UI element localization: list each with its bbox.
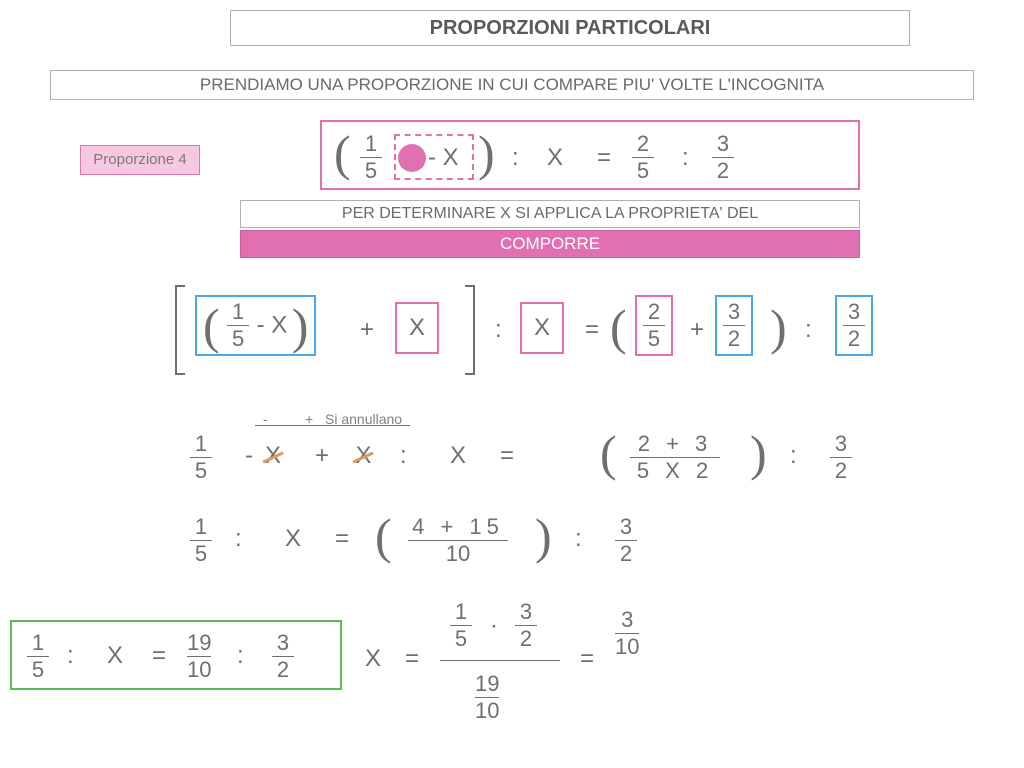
- x-var: X: [547, 144, 563, 172]
- paren-close: ): [770, 302, 787, 352]
- bracket-right: [465, 285, 475, 375]
- pinkbox-2-5: 2 5: [635, 295, 673, 356]
- bluebox-3-2: 3 2: [715, 295, 753, 356]
- bracket-left: [175, 285, 185, 375]
- comporre-label: COMPORRE: [240, 230, 860, 258]
- colon: :: [512, 144, 519, 172]
- pinkbox-x2: X: [520, 302, 564, 354]
- plus-2: +: [690, 316, 704, 344]
- property-note: PER DETERMINARE X SI APPLICA LA PROPRIET…: [240, 200, 860, 228]
- main-equation-box: ( 1 5 - X ) : X = 2 5 : 3 2: [320, 120, 860, 190]
- colon-2: :: [682, 144, 689, 172]
- bluebox-left: ( 1 5 - X ): [195, 295, 316, 356]
- plus: +: [360, 316, 374, 344]
- paren-open: (: [334, 128, 351, 178]
- equation-step-1: ( 1 5 - X ) + X : X = ( 2 5 + 3 2 ) : 3 …: [175, 280, 1015, 380]
- frac-1-5: 1 5: [360, 132, 382, 183]
- pinkbox-x: X: [395, 302, 439, 354]
- minus-x: - X: [428, 144, 459, 172]
- equals: =: [597, 144, 611, 172]
- colon: :: [495, 316, 502, 344]
- equation-step-2: 1 5 - X + X : X = ( 2 + 3 5 X 2 ) : 3 2: [190, 420, 1010, 490]
- paren-close: ): [478, 128, 495, 178]
- page-subtitle: PRENDIAMO UNA PROPORZIONE IN CUI COMPARE…: [50, 70, 974, 100]
- frac-3-2: 3 2: [712, 132, 734, 183]
- final-proportion-box: 1 5 : X = 19 10 : 3 2: [10, 620, 342, 690]
- colon-2: :: [805, 316, 812, 344]
- strike-x1: X: [265, 442, 281, 469]
- page-title: PROPORZIONI PARTICOLARI: [230, 10, 910, 46]
- strike-x2: X: [355, 442, 371, 469]
- equation-step-3: 1 5 : X = ( 4 + 15 10 ) : 3 2: [190, 505, 890, 575]
- paren-open: (: [610, 302, 627, 352]
- main-frac-bar: [440, 660, 560, 661]
- frac-2-5: 2 5: [632, 132, 654, 183]
- proportion-label: Proporzione 4: [80, 145, 200, 175]
- solution-x: X = 1 5 · 3 2 19 10 = 3 10: [365, 590, 885, 750]
- bluebox-3-2b: 3 2: [835, 295, 873, 356]
- equals: =: [585, 316, 599, 344]
